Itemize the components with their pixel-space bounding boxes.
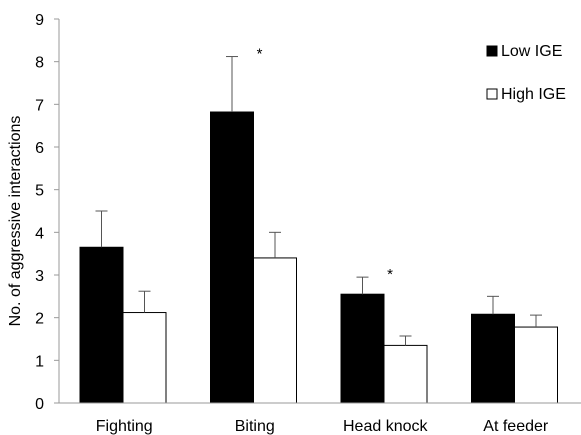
- y-tick-label: 7: [35, 97, 44, 114]
- y-tick-label: 8: [35, 55, 44, 72]
- x-tick-label: Biting: [235, 418, 275, 435]
- x-axis-category-labels: Fighting Biting Head knock At feeder: [96, 418, 549, 435]
- y-axis-ticks: 0 1 2 3 4 5 6 7 8 9: [35, 12, 59, 413]
- bar-low-ige-fighting: [79, 246, 124, 404]
- y-axis-label: No. of aggressive interactions: [7, 116, 24, 327]
- x-tick-label: At feeder: [483, 418, 549, 435]
- significance-marker: *: [387, 266, 393, 283]
- significance-annotations: **: [257, 46, 394, 284]
- bar-low-ige-biting: [210, 111, 254, 404]
- error-bars: [95, 56, 542, 346]
- y-tick-label: 6: [35, 140, 44, 157]
- legend: Low IGE High IGE: [486, 43, 566, 103]
- bar-high-ige-fighting: [122, 312, 167, 404]
- y-tick-label: 0: [35, 396, 44, 413]
- bar-low-ige-head-knock: [340, 293, 385, 404]
- significance-marker: *: [257, 46, 263, 63]
- bars: [79, 111, 558, 404]
- legend-label-low-ige: Low IGE: [501, 43, 562, 60]
- y-tick-label: 9: [35, 12, 44, 29]
- y-tick-label: 2: [35, 311, 44, 328]
- legend-swatch-high-ige: [486, 88, 498, 100]
- y-tick-label: 3: [35, 268, 44, 285]
- y-tick-label: 5: [35, 183, 44, 200]
- bar-low-ige-at-feeder: [471, 313, 515, 404]
- bar-high-ige-at-feeder: [514, 326, 558, 404]
- y-tick-label: 4: [35, 225, 44, 242]
- legend-swatch-low-ige: [486, 45, 498, 57]
- bar-high-ige-head-knock: [383, 344, 428, 404]
- bar-high-ige-biting: [253, 257, 297, 404]
- legend-label-high-ige: High IGE: [501, 86, 566, 103]
- x-tick-label: Fighting: [96, 418, 153, 435]
- axes: [58, 19, 581, 404]
- y-tick-label: 1: [35, 353, 44, 370]
- x-tick-label: Head knock: [343, 418, 428, 435]
